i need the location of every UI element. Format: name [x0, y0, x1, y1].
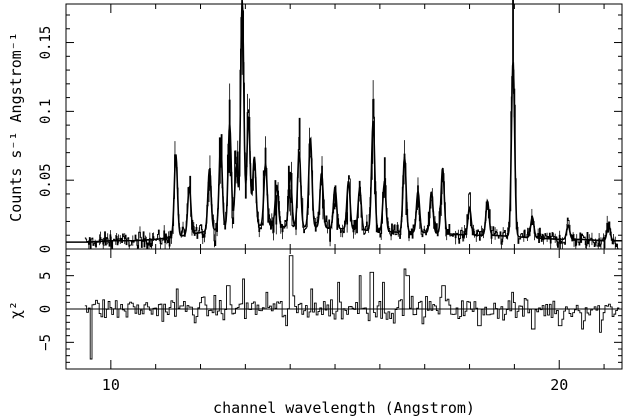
top-y-tick-label: 0.1: [38, 99, 54, 124]
top-panel-frame: [65, 3, 623, 250]
top-panel-ticks: 0 0.05 0.1 0.15: [38, 4, 622, 253]
x-tick-label: 20: [550, 376, 568, 394]
residual-trace: [84, 255, 620, 360]
x-axis-label: channel wavelength (Angstrom): [213, 399, 475, 417]
top-y-axis-label: Counts s⁻¹ Angstrom⁻¹: [7, 32, 25, 222]
model-curve-group: [66, 0, 622, 243]
residual-panel: −5 0 5 10 20: [38, 248, 623, 394]
top-y-tick-label: 0.15: [38, 26, 54, 60]
model-curve: [66, 0, 622, 243]
residual-trace-group: [66, 255, 622, 360]
top-y-tick-label: 0: [38, 245, 54, 253]
residual-panel-frame: [65, 248, 623, 370]
top-y-tick-label: 0.05: [38, 163, 54, 197]
residual-panel-ticks: −5 0 5 10 20: [38, 249, 622, 394]
data-trace: [84, 0, 619, 249]
spectrum-panel: 0 0.05 0.1 0.15: [38, 0, 623, 253]
x-tick-label: 10: [102, 376, 120, 394]
bottom-y-tick-label: 5: [38, 271, 54, 279]
bottom-y-tick-label: −5: [38, 334, 54, 351]
data-trace-group: [84, 0, 619, 249]
bottom-y-tick-label: 0: [38, 305, 54, 313]
bottom-y-axis-label: χ²: [7, 301, 25, 319]
